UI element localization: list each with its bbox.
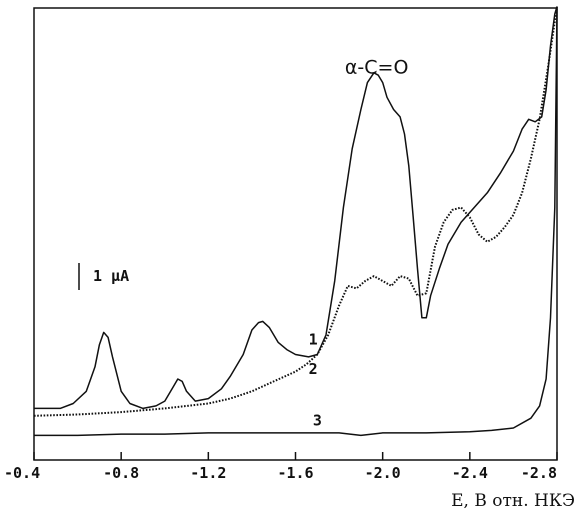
curve-3 <box>34 6 558 437</box>
peak-annotation-alpha-co: α-C=O <box>345 57 409 79</box>
x-tick-label: -2.8 <box>521 464 557 482</box>
curve-label-2: 2 <box>309 360 318 378</box>
curve-label-3: 3 <box>313 412 322 430</box>
x-axis-label: E, В отн. НКЭ <box>451 491 575 511</box>
curves-group <box>33 6 558 437</box>
curve-label-1: 1 <box>309 331 318 349</box>
x-tick-label: -0.4 <box>4 464 40 482</box>
x-tick-label: -2.4 <box>452 464 488 482</box>
curve-2 <box>33 6 558 417</box>
x-tick-label: -2.0 <box>365 464 401 482</box>
scale-bar-label: 1 μA <box>93 267 129 285</box>
x-tick-label: -0.8 <box>103 464 139 482</box>
curve-labels: 1 2 3 <box>309 331 322 430</box>
curve-1 <box>34 6 558 410</box>
plot-frame <box>33 7 558 461</box>
x-tick-label: -1.6 <box>277 464 313 482</box>
x-tick-label: -1.2 <box>190 464 226 482</box>
x-axis-ticks: -0.4 -0.8 -1.2 -1.6 -2.0 -2.4 -2.8 <box>4 452 558 482</box>
